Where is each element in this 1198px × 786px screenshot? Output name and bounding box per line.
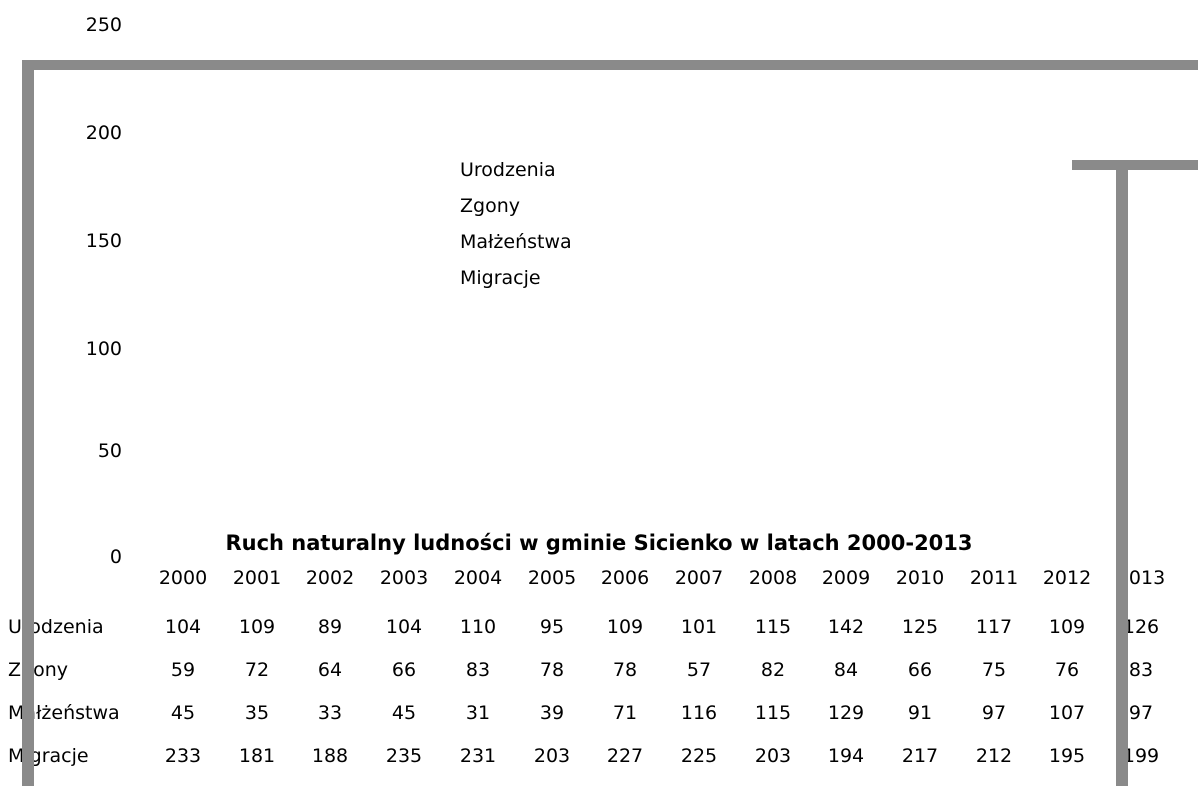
table-cell: 188 xyxy=(311,745,349,767)
legend-item: Migracje xyxy=(460,267,541,289)
table-cell: 57 xyxy=(686,659,712,681)
table-cell: 83 xyxy=(465,659,491,681)
table-cell: 95 xyxy=(539,616,565,638)
legend-item: Zgony xyxy=(460,195,520,217)
row-label: Małżeństwa xyxy=(8,702,120,724)
year-header: 2009 xyxy=(821,567,871,589)
row-label: Migracje xyxy=(8,745,89,767)
year-header: 2013 xyxy=(1116,567,1166,589)
table-cell: 45 xyxy=(170,702,196,724)
table-cell: 35 xyxy=(244,702,270,724)
frame-left-bar xyxy=(22,60,34,786)
table-cell: 82 xyxy=(760,659,786,681)
table-cell: 126 xyxy=(1122,616,1160,638)
table-cell: 33 xyxy=(317,702,343,724)
table-cell: 89 xyxy=(317,616,343,638)
table-cell: 72 xyxy=(244,659,270,681)
legend-item: Urodzenia xyxy=(460,159,556,181)
y-tick-label: 200 xyxy=(85,122,122,144)
table-cell: 109 xyxy=(606,616,644,638)
table-cell: 203 xyxy=(754,745,792,767)
year-header: 2000 xyxy=(158,567,208,589)
y-tick-label: 250 xyxy=(85,14,122,36)
table-cell: 235 xyxy=(385,745,423,767)
table-cell: 78 xyxy=(612,659,638,681)
table-cell: 59 xyxy=(170,659,196,681)
year-header: 2003 xyxy=(379,567,429,589)
year-header: 2011 xyxy=(969,567,1019,589)
year-header: 2002 xyxy=(305,567,355,589)
table-cell: 233 xyxy=(164,745,202,767)
frame-top-bar xyxy=(22,60,1198,70)
table-cell: 66 xyxy=(391,659,417,681)
table-cell: 109 xyxy=(238,616,276,638)
table-cell: 39 xyxy=(539,702,565,724)
table-cell: 225 xyxy=(680,745,718,767)
year-header: 2012 xyxy=(1042,567,1092,589)
table-cell: 64 xyxy=(317,659,343,681)
row-label: Zgony xyxy=(8,659,68,681)
table-cell: 109 xyxy=(1048,616,1086,638)
table-cell: 83 xyxy=(1128,659,1154,681)
table-cell: 84 xyxy=(833,659,859,681)
year-header: 2008 xyxy=(748,567,798,589)
table-cell: 31 xyxy=(465,702,491,724)
table-cell: 97 xyxy=(1128,702,1154,724)
table-cell: 194 xyxy=(827,745,865,767)
y-tick-label: 50 xyxy=(97,440,122,462)
table-cell: 129 xyxy=(827,702,865,724)
table-cell: 115 xyxy=(754,702,792,724)
table-cell: 181 xyxy=(238,745,276,767)
table-cell: 199 xyxy=(1122,745,1160,767)
year-header: 2004 xyxy=(453,567,503,589)
table-cell: 107 xyxy=(1048,702,1086,724)
table-cell: 97 xyxy=(981,702,1007,724)
table-cell: 195 xyxy=(1048,745,1086,767)
table-cell: 66 xyxy=(907,659,933,681)
table-cell: 142 xyxy=(827,616,865,638)
year-header: 2001 xyxy=(232,567,282,589)
y-tick-label: 150 xyxy=(85,230,122,252)
table-cell: 203 xyxy=(533,745,571,767)
table-cell: 75 xyxy=(981,659,1007,681)
y-tick-label: 0 xyxy=(109,546,122,568)
table-cell: 91 xyxy=(907,702,933,724)
table-cell: 104 xyxy=(164,616,202,638)
table-cell: 101 xyxy=(680,616,718,638)
chart-title: Ruch naturalny ludności w gminie Sicienk… xyxy=(225,531,973,555)
table-cell: 217 xyxy=(901,745,939,767)
year-header: 2010 xyxy=(895,567,945,589)
legend-item: Małżeństwa xyxy=(460,231,572,253)
table-cell: 110 xyxy=(459,616,497,638)
y-tick-label: 100 xyxy=(85,338,122,360)
table-cell: 104 xyxy=(385,616,423,638)
table-cell: 117 xyxy=(975,616,1013,638)
table-cell: 71 xyxy=(612,702,638,724)
table-cell: 78 xyxy=(539,659,565,681)
year-header: 2006 xyxy=(600,567,650,589)
frame-right-cap xyxy=(1072,160,1198,170)
table-cell: 45 xyxy=(391,702,417,724)
year-header: 2005 xyxy=(527,567,577,589)
table-cell: 115 xyxy=(754,616,792,638)
table-cell: 116 xyxy=(680,702,718,724)
table-cell: 227 xyxy=(606,745,644,767)
table-cell: 125 xyxy=(901,616,939,638)
year-header: 2007 xyxy=(674,567,724,589)
table-cell: 231 xyxy=(459,745,497,767)
frame-right-post xyxy=(1116,164,1128,786)
table-cell: 76 xyxy=(1054,659,1080,681)
table-cell: 212 xyxy=(975,745,1013,767)
